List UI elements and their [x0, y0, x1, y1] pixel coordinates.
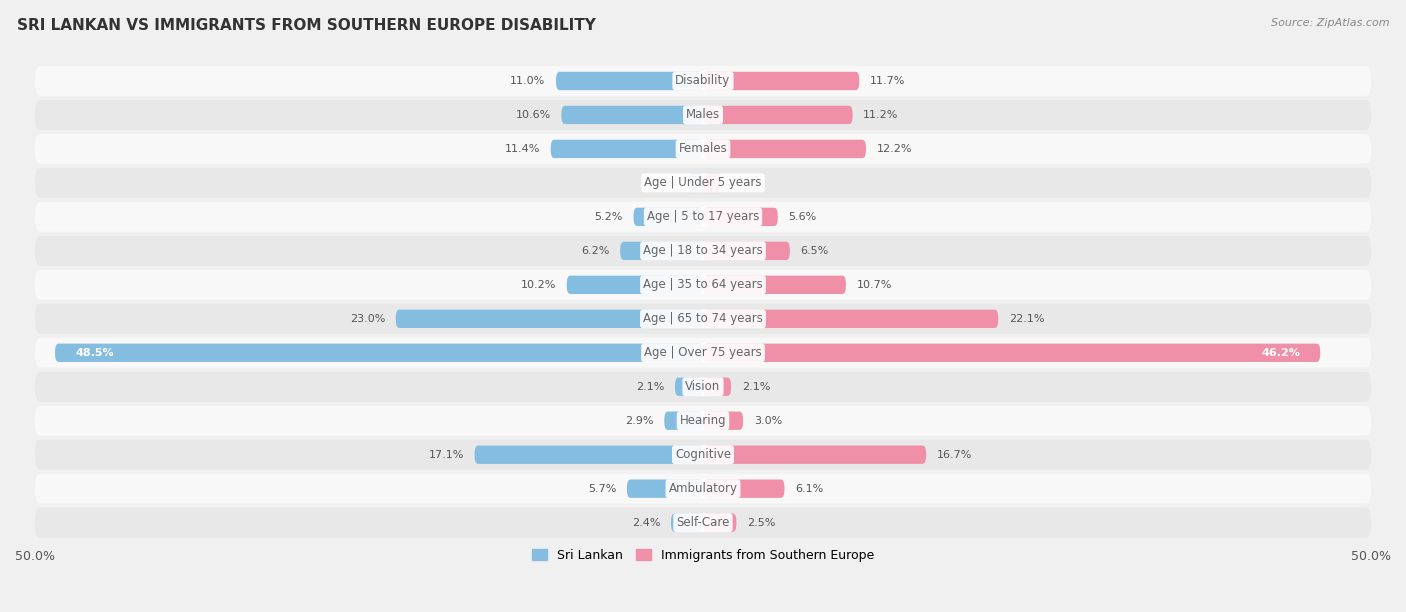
FancyBboxPatch shape [561, 106, 703, 124]
Text: 5.6%: 5.6% [789, 212, 817, 222]
FancyBboxPatch shape [703, 378, 731, 396]
FancyBboxPatch shape [35, 338, 1371, 368]
Text: 10.6%: 10.6% [516, 110, 551, 120]
FancyBboxPatch shape [35, 270, 1371, 300]
Text: 12.2%: 12.2% [877, 144, 912, 154]
FancyBboxPatch shape [664, 411, 703, 430]
FancyBboxPatch shape [35, 236, 1371, 266]
FancyBboxPatch shape [35, 66, 1371, 96]
Text: 11.0%: 11.0% [510, 76, 546, 86]
Text: 23.0%: 23.0% [350, 314, 385, 324]
FancyBboxPatch shape [689, 174, 703, 192]
FancyBboxPatch shape [703, 343, 1320, 362]
FancyBboxPatch shape [634, 207, 703, 226]
Text: Vision: Vision [685, 380, 721, 394]
FancyBboxPatch shape [703, 242, 790, 260]
FancyBboxPatch shape [567, 275, 703, 294]
FancyBboxPatch shape [35, 440, 1371, 469]
FancyBboxPatch shape [671, 513, 703, 532]
Text: Age | 5 to 17 years: Age | 5 to 17 years [647, 211, 759, 223]
Text: Age | 35 to 64 years: Age | 35 to 64 years [643, 278, 763, 291]
FancyBboxPatch shape [703, 446, 927, 464]
FancyBboxPatch shape [703, 513, 737, 532]
Text: 10.7%: 10.7% [856, 280, 891, 290]
FancyBboxPatch shape [703, 207, 778, 226]
Text: Self-Care: Self-Care [676, 516, 730, 529]
FancyBboxPatch shape [35, 100, 1371, 130]
Text: 6.2%: 6.2% [581, 246, 609, 256]
FancyBboxPatch shape [703, 310, 998, 328]
FancyBboxPatch shape [35, 372, 1371, 401]
FancyBboxPatch shape [35, 304, 1371, 334]
Text: 17.1%: 17.1% [429, 450, 464, 460]
Text: 46.2%: 46.2% [1261, 348, 1301, 358]
Text: Source: ZipAtlas.com: Source: ZipAtlas.com [1271, 18, 1389, 28]
Text: 2.5%: 2.5% [747, 518, 776, 528]
Text: 11.2%: 11.2% [863, 110, 898, 120]
Text: 2.1%: 2.1% [636, 382, 664, 392]
Text: 3.0%: 3.0% [754, 416, 782, 426]
Text: 5.7%: 5.7% [588, 483, 616, 494]
FancyBboxPatch shape [620, 242, 703, 260]
Text: Hearing: Hearing [679, 414, 727, 427]
Text: 16.7%: 16.7% [936, 450, 972, 460]
Text: Males: Males [686, 108, 720, 121]
FancyBboxPatch shape [703, 106, 852, 124]
FancyBboxPatch shape [551, 140, 703, 158]
FancyBboxPatch shape [703, 411, 744, 430]
FancyBboxPatch shape [703, 275, 846, 294]
FancyBboxPatch shape [35, 168, 1371, 198]
Text: 6.5%: 6.5% [800, 246, 828, 256]
Text: SRI LANKAN VS IMMIGRANTS FROM SOUTHERN EUROPE DISABILITY: SRI LANKAN VS IMMIGRANTS FROM SOUTHERN E… [17, 18, 596, 34]
Text: Disability: Disability [675, 75, 731, 88]
Text: Age | Under 5 years: Age | Under 5 years [644, 176, 762, 189]
Text: Females: Females [679, 143, 727, 155]
FancyBboxPatch shape [35, 202, 1371, 232]
Text: Age | Over 75 years: Age | Over 75 years [644, 346, 762, 359]
Text: 6.1%: 6.1% [796, 483, 824, 494]
FancyBboxPatch shape [35, 508, 1371, 537]
FancyBboxPatch shape [703, 174, 721, 192]
FancyBboxPatch shape [35, 474, 1371, 504]
FancyBboxPatch shape [55, 343, 703, 362]
Text: 1.1%: 1.1% [650, 178, 678, 188]
Text: 1.4%: 1.4% [733, 178, 761, 188]
FancyBboxPatch shape [703, 72, 859, 90]
Text: 48.5%: 48.5% [75, 348, 114, 358]
Text: Ambulatory: Ambulatory [668, 482, 738, 495]
FancyBboxPatch shape [703, 140, 866, 158]
FancyBboxPatch shape [35, 134, 1371, 164]
Text: 11.7%: 11.7% [870, 76, 905, 86]
Text: 22.1%: 22.1% [1010, 314, 1045, 324]
Legend: Sri Lankan, Immigrants from Southern Europe: Sri Lankan, Immigrants from Southern Eur… [527, 543, 879, 567]
FancyBboxPatch shape [35, 406, 1371, 436]
FancyBboxPatch shape [395, 310, 703, 328]
Text: 10.2%: 10.2% [520, 280, 555, 290]
FancyBboxPatch shape [703, 480, 785, 498]
Text: Age | 18 to 34 years: Age | 18 to 34 years [643, 244, 763, 257]
Text: Cognitive: Cognitive [675, 448, 731, 461]
FancyBboxPatch shape [475, 446, 703, 464]
Text: 2.4%: 2.4% [631, 518, 661, 528]
Text: 2.1%: 2.1% [742, 382, 770, 392]
FancyBboxPatch shape [627, 480, 703, 498]
Text: Age | 65 to 74 years: Age | 65 to 74 years [643, 312, 763, 326]
FancyBboxPatch shape [555, 72, 703, 90]
Text: 11.4%: 11.4% [505, 144, 540, 154]
Text: 2.9%: 2.9% [626, 416, 654, 426]
FancyBboxPatch shape [675, 378, 703, 396]
Text: 5.2%: 5.2% [595, 212, 623, 222]
